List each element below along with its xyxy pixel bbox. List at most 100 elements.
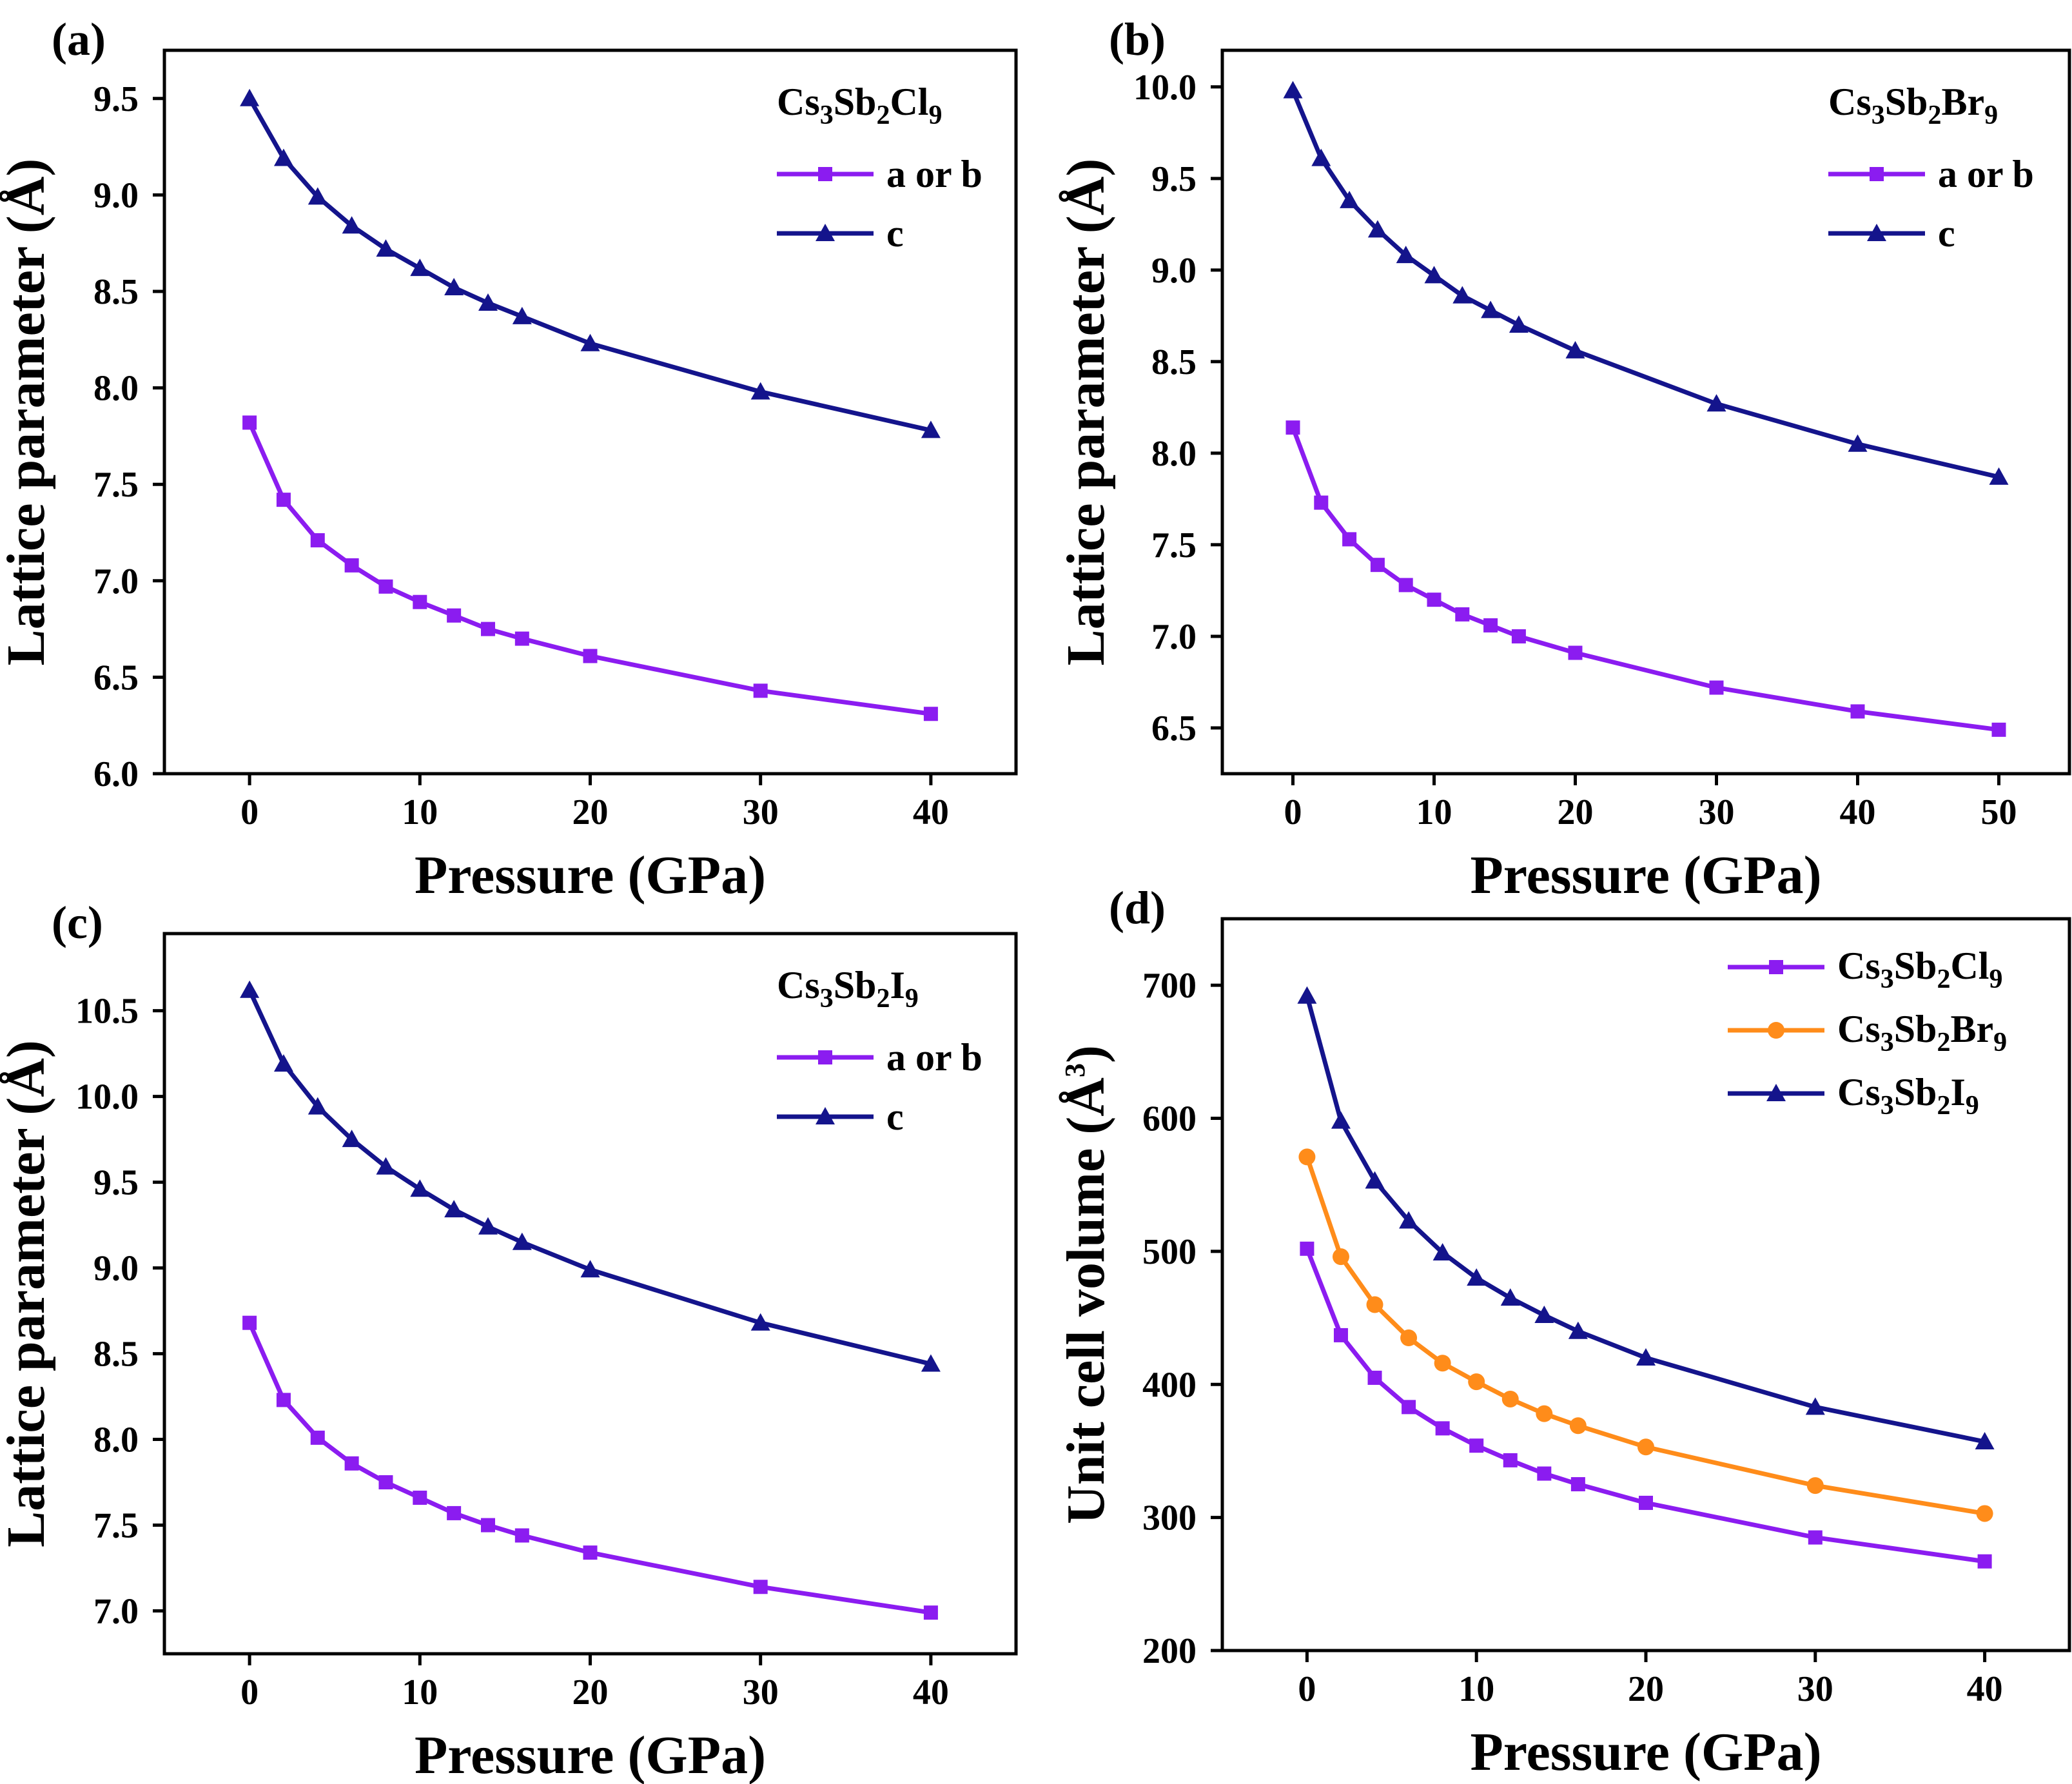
x-tick-label: 10 — [402, 1672, 438, 1712]
legend: Cs3Sb2Br9 a or b c — [1828, 81, 2034, 255]
data-point — [478, 1217, 498, 1235]
y-axis-title: Lattice parameter (Å) — [1056, 159, 1116, 666]
data-point — [1283, 81, 1303, 99]
data-point — [1568, 645, 1583, 660]
legend-marker — [1766, 1084, 1786, 1101]
data-point — [921, 1354, 941, 1372]
chart-panel-b: (b) 0 10 20 30 40 50 6.5 7.0 7.5 8.0 8.5 9.0 9.5 10.0 P… — [1056, 14, 2071, 905]
legend-title: Cs3Sb2I9 — [777, 964, 919, 1014]
data-point — [478, 293, 498, 311]
y-tick-label: 9.5 — [93, 1163, 139, 1203]
y-tick-label: 7.5 — [93, 1506, 139, 1546]
data-point — [410, 1179, 430, 1197]
y-tick-label: 200 — [1142, 1631, 1197, 1671]
legend-marker — [816, 224, 835, 241]
x-tick-label: 30 — [743, 1672, 779, 1712]
data-point — [1452, 286, 1472, 304]
legend-label: c — [886, 212, 904, 255]
x-tick-label: 40 — [1840, 792, 1876, 832]
data-point — [444, 1200, 464, 1218]
legend-marker — [1867, 224, 1886, 241]
y-tick-label: 9.5 — [1151, 159, 1197, 199]
y-tick-label: 9.5 — [93, 79, 139, 119]
y-tick-label: 6.5 — [1151, 709, 1197, 749]
series-line — [1305, 1156, 1986, 1516]
x-tick-label: 0 — [240, 1672, 259, 1712]
series-c — [240, 980, 941, 1372]
series-line — [1305, 995, 1986, 1444]
y-axis-title: Lattice parameter (Å) — [0, 1040, 56, 1547]
y-tick-label: 8.5 — [93, 1335, 139, 1375]
x-tick-label: 10 — [1416, 792, 1452, 832]
data-point — [514, 1528, 529, 1543]
legend-title: Cs3Sb2Cl9 — [777, 81, 942, 130]
chart-panel-c: (c) 0 10 20 30 40 7.0 7.5 8.0 8.5 9.0 9.5 10.0 10.5 Pr… — [0, 897, 1018, 1784]
data-point — [1709, 680, 1724, 695]
legend: Cs3Sb2I9 a or b c — [777, 964, 982, 1138]
data-point — [310, 533, 325, 547]
data-point — [1331, 1111, 1351, 1129]
data-point — [1469, 1438, 1484, 1453]
data-point — [1568, 1321, 1588, 1339]
y-tick-label: 9.0 — [93, 175, 139, 215]
data-point — [1298, 1148, 1316, 1166]
data-point — [1481, 300, 1501, 319]
data-point — [1509, 315, 1529, 333]
legend-marker — [1768, 1022, 1784, 1039]
data-point — [1434, 1355, 1451, 1372]
plot-frame — [1220, 48, 2071, 776]
data-point — [923, 1605, 938, 1620]
data-point — [1366, 1296, 1383, 1313]
legend-label: c — [1938, 212, 1955, 255]
y-tick-label: 7.0 — [93, 1592, 139, 1632]
data-point — [410, 259, 430, 277]
y-tick-label: 9.0 — [93, 1249, 139, 1289]
data-point — [1285, 420, 1300, 435]
data-point — [1537, 1466, 1552, 1481]
series-line — [1305, 1248, 1986, 1564]
data-point — [344, 558, 359, 573]
y-tick-label: 8.0 — [93, 1420, 139, 1460]
y-tick-label: 6.0 — [93, 754, 139, 794]
x-tick-label: 0 — [1284, 792, 1302, 832]
data-point — [273, 1054, 293, 1072]
data-point — [1565, 340, 1585, 358]
x-axis-title: Pressure (GPa) — [415, 1725, 766, 1784]
data-point — [923, 707, 938, 721]
data-point — [1398, 578, 1413, 593]
x-tick-label: 30 — [1797, 1669, 1833, 1709]
data-point — [1311, 148, 1331, 166]
y-tick-label: 8.5 — [93, 272, 139, 312]
data-point — [342, 216, 362, 234]
legend: Cs3Sb2Cl9 a or b c — [777, 81, 982, 255]
x-tick-label: 30 — [1699, 792, 1735, 832]
y-tick-label: 6.5 — [93, 658, 139, 698]
series-c — [1283, 81, 2009, 485]
data-point — [378, 1475, 393, 1490]
data-point — [1706, 394, 1726, 412]
data-point — [1805, 1397, 1825, 1415]
y-tick-label: 7.5 — [1151, 525, 1197, 565]
legend-label: a or b — [886, 1036, 982, 1079]
series-line — [248, 97, 932, 433]
data-point — [583, 1545, 598, 1560]
panel-label: (a) — [52, 14, 106, 65]
y-tick-label: 600 — [1142, 1099, 1197, 1139]
x-tick-label: 40 — [913, 1672, 949, 1712]
data-point — [1402, 1400, 1416, 1415]
y-tick-label: 10.5 — [75, 992, 139, 1032]
y-axis-title: Unit cell volume (Å3) — [1056, 1045, 1116, 1524]
data-point — [1991, 722, 2006, 737]
data-point — [514, 631, 529, 646]
series-Cs3Sb2Cl9 — [1300, 1241, 1992, 1569]
y-tick-label: 7.0 — [93, 562, 139, 602]
legend-marker — [816, 1107, 835, 1124]
data-point — [1975, 1432, 1995, 1450]
data-point — [1637, 1438, 1654, 1456]
legend-label: Cs3Sb2Cl9 — [1837, 945, 2002, 994]
data-point — [1977, 1554, 1992, 1569]
y-tick-label: 10.0 — [75, 1077, 139, 1117]
y-tick-label: 7.5 — [93, 465, 139, 505]
data-point — [1455, 607, 1470, 622]
